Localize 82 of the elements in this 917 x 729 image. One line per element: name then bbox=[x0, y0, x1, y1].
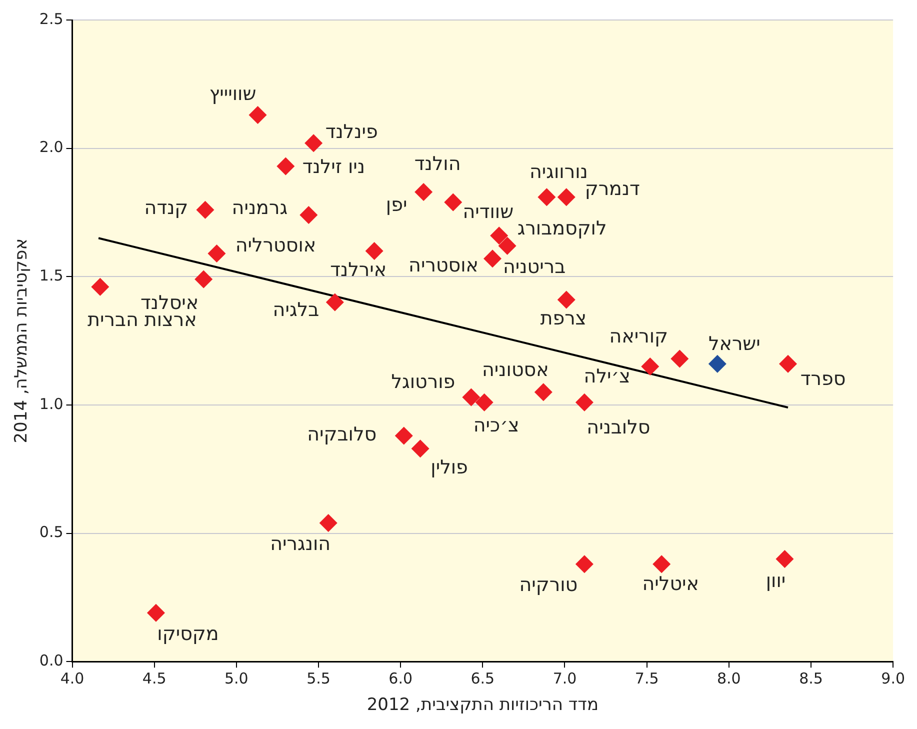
point bbox=[319, 514, 338, 532]
y-tick-label: 0.0 bbox=[39, 651, 64, 670]
annotation: סלובניה bbox=[586, 416, 650, 438]
x-axis-title: מדד הריכוזיות התקציבית, 2012 bbox=[366, 695, 598, 716]
y-tick-label: 2.0 bbox=[39, 138, 64, 156]
point bbox=[776, 550, 794, 568]
annotation: לוקסמבורג bbox=[517, 218, 607, 240]
point bbox=[670, 350, 689, 368]
point bbox=[326, 293, 344, 312]
point bbox=[641, 357, 660, 376]
annotation: גרמניה bbox=[232, 196, 288, 219]
annotation: הולנד bbox=[414, 152, 461, 175]
annotation: יוון bbox=[766, 570, 786, 592]
annotation: צ׳כיה bbox=[473, 414, 520, 436]
x-tick-label: 7.5 bbox=[634, 669, 659, 688]
x-tick-label: 9.0 bbox=[881, 669, 905, 688]
point bbox=[196, 200, 214, 219]
point bbox=[557, 290, 576, 309]
point bbox=[304, 134, 323, 152]
x-tick-label: 5.5 bbox=[306, 669, 330, 688]
annotation: ספרד bbox=[800, 368, 846, 390]
x-tick-label: 7.0 bbox=[552, 669, 577, 688]
point bbox=[394, 426, 413, 445]
y-tick-label: 2.5 bbox=[39, 10, 64, 28]
point bbox=[365, 242, 384, 260]
point bbox=[194, 270, 213, 288]
annotation: סלובקיה bbox=[307, 424, 377, 446]
point bbox=[490, 226, 508, 245]
x-tick-label: 6.0 bbox=[388, 669, 413, 688]
annotation: הונגריה bbox=[270, 532, 331, 555]
annotation: אסטוניה bbox=[482, 359, 549, 382]
x-tick-label: 4.0 bbox=[60, 669, 84, 688]
annotation: צרפת bbox=[540, 308, 587, 330]
point bbox=[575, 393, 594, 412]
x-tick-label: 8.0 bbox=[716, 669, 741, 688]
y-tick-label: 1.0 bbox=[39, 394, 64, 413]
annotation: יפן bbox=[386, 194, 408, 216]
point bbox=[475, 393, 494, 412]
point bbox=[538, 188, 556, 206]
annotation: ניו זילנד bbox=[302, 156, 366, 178]
point bbox=[411, 440, 430, 458]
annotation: אוסטריה bbox=[408, 254, 478, 277]
annotation: טורקיה bbox=[519, 574, 578, 596]
annotation: בריטניה bbox=[503, 256, 566, 278]
x-tick-label: 6.5 bbox=[470, 669, 495, 688]
annotation: פינלנד bbox=[325, 121, 378, 144]
y-axis-title: אפקטיביות הממשלה, 2014 bbox=[12, 238, 32, 444]
x-tick-label: 4.5 bbox=[142, 669, 166, 688]
annotation: שוודיה bbox=[462, 201, 514, 224]
y-tick-label: 0.5 bbox=[39, 523, 64, 542]
annotation: אירלנד bbox=[330, 258, 387, 281]
point bbox=[575, 555, 594, 574]
annotation: מקסיקו bbox=[157, 622, 219, 645]
annotation: קנדה bbox=[144, 196, 188, 219]
annotation: איטליה bbox=[642, 573, 699, 596]
point bbox=[444, 193, 462, 212]
annotation: בלגיה bbox=[272, 299, 320, 322]
annotation: פורטוגל bbox=[391, 371, 456, 394]
point bbox=[484, 250, 502, 268]
point bbox=[652, 555, 671, 574]
point bbox=[534, 383, 552, 402]
x-tick-label: 5.0 bbox=[224, 669, 248, 688]
annotation: ישראל bbox=[708, 332, 760, 355]
annotation: פולין bbox=[430, 456, 468, 479]
y-tick-label: 1.5 bbox=[39, 266, 64, 285]
point bbox=[557, 188, 576, 206]
x-tick-label: 8.5 bbox=[799, 669, 823, 688]
point bbox=[146, 604, 165, 622]
point bbox=[779, 354, 798, 373]
point bbox=[276, 157, 295, 176]
point bbox=[91, 278, 110, 296]
annotation: שוויייץ bbox=[209, 82, 256, 105]
annotation: אוסטרליה bbox=[235, 234, 316, 256]
point bbox=[414, 182, 433, 201]
annotation: קוריאה bbox=[609, 326, 668, 348]
point bbox=[248, 106, 267, 124]
point bbox=[208, 244, 226, 263]
point bbox=[708, 354, 726, 373]
point bbox=[300, 206, 318, 224]
point bbox=[498, 236, 516, 255]
annotation: צ׳ילה bbox=[584, 365, 630, 388]
point bbox=[462, 388, 480, 406]
